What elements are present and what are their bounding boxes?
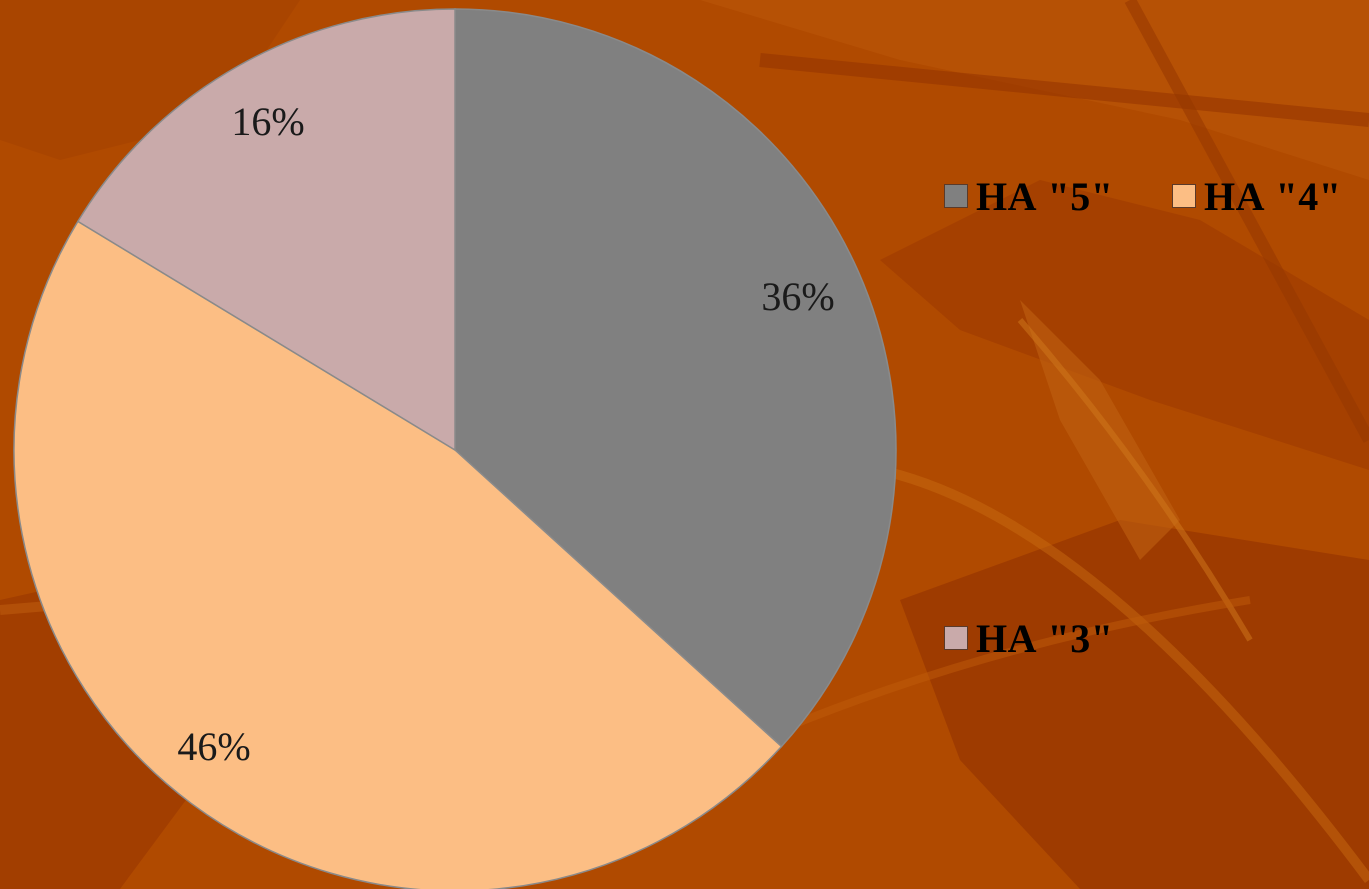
pie-slices <box>13 8 897 889</box>
data-label-slice-4: 46% <box>177 724 250 769</box>
data-label-slice-3: 16% <box>231 99 304 144</box>
data-label-slice-5: 36% <box>761 274 834 319</box>
legend-item-3: НА "3" <box>944 615 1114 661</box>
legend-swatch-4 <box>1172 184 1196 208</box>
slice-3 <box>76 8 456 452</box>
legend-label-5: НА "5" <box>976 173 1114 219</box>
legend-swatch-3 <box>944 626 968 650</box>
slice-5 <box>454 8 897 748</box>
legend-label-4: НА "4" <box>1204 173 1342 219</box>
legend-item-5: НА "5" <box>944 173 1114 219</box>
pie-data-labels: 36% 46% 16% <box>177 99 834 769</box>
legend-item-4: НА "4" <box>1172 173 1342 219</box>
legend-swatch-5 <box>944 184 968 208</box>
slice-4 <box>13 220 783 889</box>
legend-label-3: НА "3" <box>976 615 1114 661</box>
